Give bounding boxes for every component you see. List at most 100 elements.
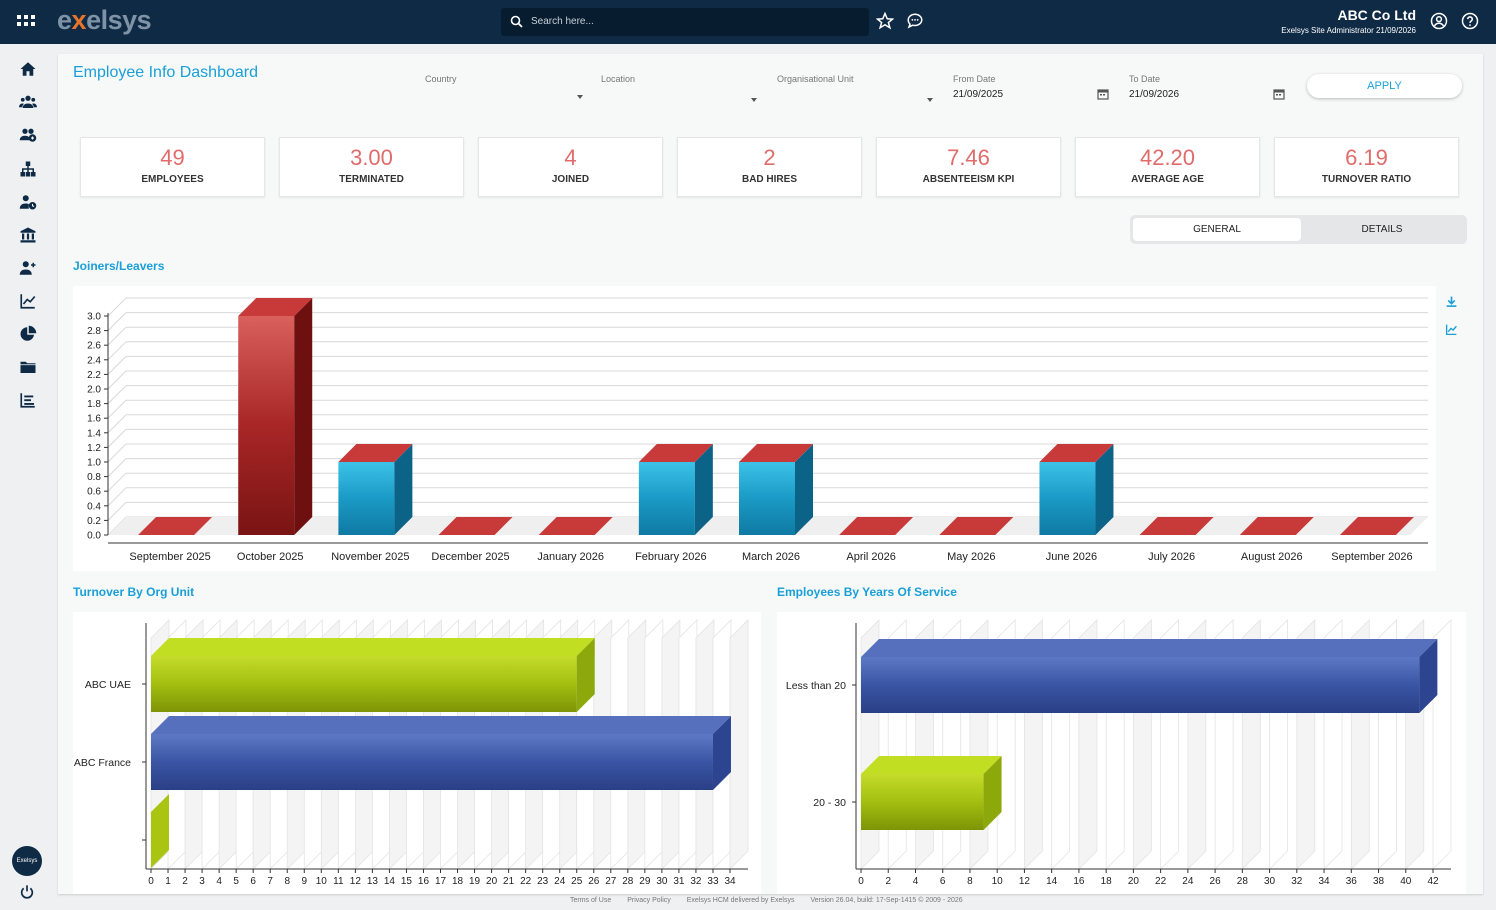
pie-chart-icon[interactable] [19, 325, 37, 343]
page-title: Employee Info Dashboard [73, 64, 258, 81]
star-icon[interactable] [876, 12, 894, 30]
kpi-card-bad-hires[interactable]: 2 BAD HIRES [677, 137, 862, 197]
apps-grid-icon[interactable] [16, 14, 36, 30]
bar-top-1 [861, 756, 1002, 774]
x-tick-label: July 2026 [1148, 551, 1195, 563]
tab-details[interactable]: DETAILS [1361, 224, 1403, 235]
location-value[interactable] [601, 89, 761, 103]
gridline-diagonal [107, 472, 127, 492]
x-tick-label: March 2026 [742, 551, 800, 563]
kpi-card-employees[interactable]: 49 EMPLOYEES [80, 137, 265, 197]
x-tick-label: 28 [622, 876, 634, 887]
y-tick-label: 2.8 [87, 326, 101, 337]
org-unit-value[interactable] [777, 89, 937, 103]
help-icon[interactable] [1461, 12, 1479, 30]
x-tick-label: 30 [1264, 876, 1276, 887]
download-icon[interactable] [1445, 295, 1458, 308]
avatar[interactable]: Exelsys [12, 846, 42, 876]
x-tick-label: 7 [267, 876, 273, 887]
apply-button[interactable]: APPLY [1307, 74, 1462, 98]
bar-side-1 [712, 716, 731, 790]
x-tick-label: 2 [182, 876, 188, 887]
org-chart-icon[interactable] [19, 160, 37, 178]
y-tick-label: 2.6 [87, 341, 101, 352]
bank-icon[interactable] [19, 226, 37, 244]
kpi-value: 49 [160, 145, 185, 170]
bar-5 [638, 462, 695, 535]
country-filter[interactable]: Country [425, 74, 585, 103]
dashboard-panel: Employee Info Dashboard Country Location… [58, 54, 1483, 894]
y-tick-label: 0.8 [87, 472, 101, 483]
chat-icon[interactable] [906, 12, 924, 30]
x-tick-label: 1 [165, 876, 171, 887]
chevron-down-icon[interactable] [751, 98, 757, 102]
bar-11 [1239, 517, 1314, 535]
bar-1 [861, 774, 984, 830]
user-clock-icon[interactable] [19, 193, 37, 211]
bar-0 [861, 657, 1420, 713]
gridline-diagonal [107, 487, 127, 507]
x-tick-label: 12 [1019, 876, 1031, 887]
bar-6 [739, 462, 795, 535]
x-tick-label: 16 [1073, 876, 1085, 887]
list-chart-icon[interactable] [19, 391, 37, 409]
x-tick-label: 11 [333, 876, 344, 887]
privacy-link[interactable]: Privacy Policy [627, 897, 671, 904]
bar-9 [1039, 462, 1096, 535]
country-value[interactable] [425, 89, 585, 103]
home-icon[interactable] [19, 60, 37, 78]
location-filter[interactable]: Location [601, 74, 761, 103]
gridline-diagonal [107, 370, 127, 390]
y-tick-label: 2.0 [87, 385, 101, 396]
kpi-card-terminated[interactable]: 3.00 TERMINATED [279, 137, 464, 197]
tab-general[interactable]: GENERAL [1133, 218, 1301, 241]
kpi-label: ABSENTEEISM KPI [922, 174, 1015, 185]
org-unit-filter[interactable]: Organisational Unit [777, 74, 937, 103]
calendar-icon[interactable] [1273, 88, 1285, 100]
x-tick-label: 14 [384, 876, 396, 887]
terms-link[interactable]: Terms of Use [570, 897, 612, 904]
gridline-diagonal [107, 443, 127, 463]
from-date-value[interactable]: 21/09/2025 [953, 89, 1004, 100]
to-date-filter[interactable]: To Date 21/09/2026 [1129, 74, 1289, 103]
search-input[interactable]: Search here... [501, 8, 869, 36]
chevron-down-icon[interactable] [927, 98, 933, 102]
kpi-card-turnover-ratio[interactable]: 6.19 TURNOVER RATIO [1274, 137, 1459, 197]
company-name[interactable]: ABC Co Ltd [1337, 7, 1416, 23]
y-tick-label: ABC UAE [85, 679, 131, 691]
kpi-card-joined[interactable]: 4 JOINED [478, 137, 663, 197]
x-tick-label: 21 [503, 876, 515, 887]
bar-0 [151, 656, 577, 712]
line-chart-icon[interactable] [19, 292, 37, 310]
x-tick-label: 24 [1182, 876, 1194, 887]
power-icon[interactable] [19, 884, 35, 900]
x-tick-label: August 2026 [1241, 551, 1303, 563]
folder-icon[interactable] [19, 358, 37, 376]
exelsys-logo[interactable]: exelsys [57, 5, 152, 35]
turnover-svg: 0 1 2 3 4 5 6 7 8 9 10 11 12 13 14 15 16 17 18 19 20 21 22 23 24… [74, 619, 749, 887]
kpi-card-absenteeism[interactable]: 7.46 ABSENTEEISM KPI [876, 137, 1061, 197]
from-date-filter[interactable]: From Date 21/09/2025 [953, 74, 1113, 103]
location-label: Location [601, 74, 636, 84]
x-tick-label: 32 [1291, 876, 1303, 887]
team-icon[interactable] [19, 93, 37, 111]
gridline-diagonal [107, 399, 127, 419]
x-tick-label: 19 [469, 876, 481, 887]
top-bar: exelsys Search here... ABC Co Ltd Exelsy… [0, 0, 1496, 44]
groups-icon[interactable] [19, 126, 37, 144]
y-tick-label: 1.8 [87, 399, 101, 410]
calendar-icon[interactable] [1097, 88, 1109, 100]
kpi-card-average-age[interactable]: 42.20 AVERAGE AGE [1075, 137, 1260, 197]
x-tick-label: April 2026 [846, 551, 896, 563]
joiners-leavers-svg: 0.0 0.2 0.4 0.6 0.8 1.0 1.2 1.4 1.6 1.8 2.0 2.2 2.4 2… [87, 297, 1428, 563]
add-user-icon[interactable] [19, 259, 37, 277]
kpi-label: TERMINATED [339, 174, 404, 185]
x-tick-label: 18 [452, 876, 464, 887]
chevron-down-icon[interactable] [577, 95, 583, 99]
account-icon[interactable] [1430, 12, 1448, 30]
to-date-value[interactable]: 21/09/2026 [1129, 89, 1180, 100]
chart-type-icon[interactable] [1445, 323, 1458, 336]
y-tick-label: 0.4 [87, 501, 101, 512]
y-tick-label: 0.6 [87, 487, 101, 498]
turnover-chart: 0 1 2 3 4 5 6 7 8 9 10 11 12 13 14 15 16 17 18 19 20 21 22 23 24… [73, 612, 761, 894]
